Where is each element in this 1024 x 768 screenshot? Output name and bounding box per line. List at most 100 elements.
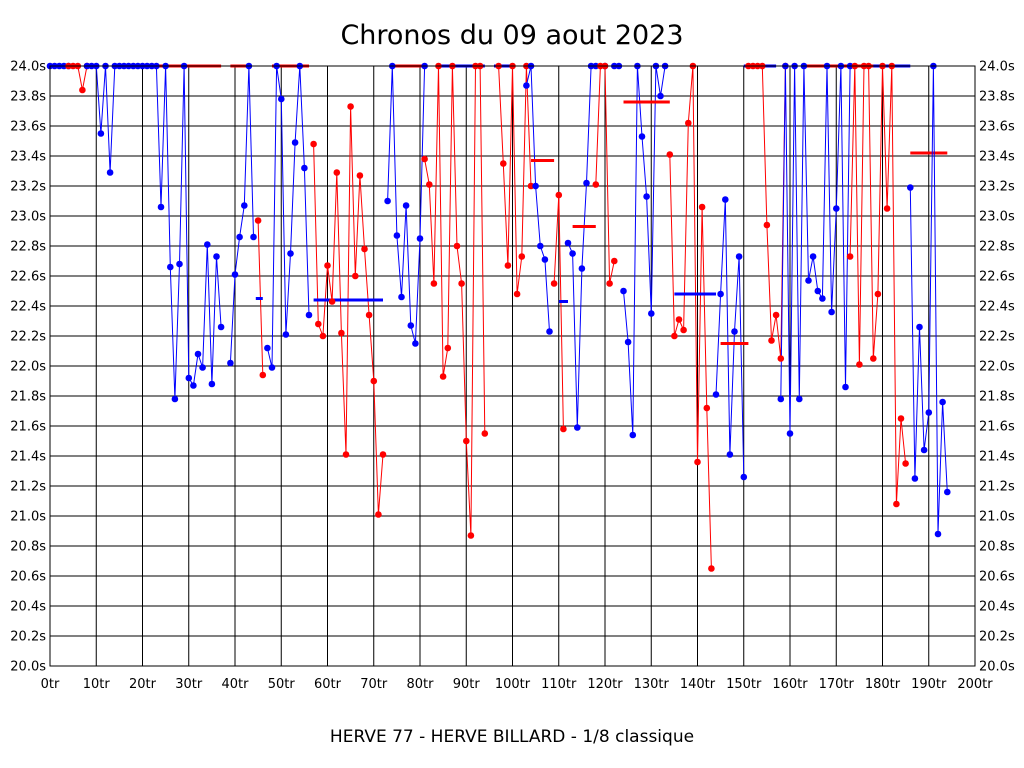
red-data-point: [897, 415, 905, 422]
x-tick-label: 130tr: [634, 677, 670, 692]
blue-data-point: [777, 395, 785, 403]
blue-data-point: [805, 277, 812, 284]
y-tick-label-left: 23.8s: [10, 90, 46, 105]
blue-data-point: [236, 233, 243, 241]
red-data-point: [671, 332, 678, 340]
red-data-point: [421, 155, 428, 163]
blue-data-point: [402, 202, 410, 209]
red-data-point: [458, 280, 465, 287]
y-tick-label-left: 20.2s: [10, 630, 46, 645]
y-tick-label-right: 20.2s: [979, 630, 1015, 645]
red-data-point: [763, 221, 771, 229]
y-tick-label-right: 23.6s: [979, 120, 1015, 135]
y-tick-label-right: 20.0s: [979, 660, 1015, 675]
red-data-point: [768, 337, 775, 344]
red-data-point: [698, 203, 706, 211]
y-tick-label-right: 23.4s: [979, 150, 1015, 165]
y-tick-label-right: 24.0s: [979, 60, 1015, 75]
x-tick-label: 180tr: [865, 677, 901, 692]
y-tick-label-left: 23.0s: [10, 210, 46, 225]
blue-series-line: [780, 65, 851, 434]
red-data-point: [680, 326, 687, 334]
red-data-point: [708, 565, 715, 572]
blue-data-point: [412, 340, 419, 347]
red-series-line: [669, 65, 712, 569]
red-data-point: [259, 371, 267, 379]
y-tick-label-right: 22.6s: [979, 270, 1015, 285]
red-data-point: [481, 430, 489, 437]
red-data-point: [902, 460, 909, 467]
blue-data-point: [944, 488, 951, 496]
y-tick-label-left: 22.4s: [10, 300, 46, 315]
y-tick-label-left: 21.0s: [10, 510, 46, 525]
red-data-point: [504, 262, 512, 269]
blue-data-point: [925, 409, 933, 416]
red-data-point: [611, 257, 618, 265]
y-tick-label-right: 21.2s: [979, 480, 1015, 495]
y-tick-label-left: 24.0s: [10, 60, 46, 75]
red-data-point: [338, 329, 345, 337]
blue-data-point: [398, 293, 405, 301]
red-data-point: [79, 86, 86, 94]
blue-data-point: [305, 311, 313, 319]
blue-data-point: [920, 446, 928, 454]
blue-data-point: [97, 130, 105, 137]
x-tick-label: 170tr: [819, 677, 855, 692]
blue-data-point: [268, 364, 276, 371]
blue-data-point: [907, 184, 914, 191]
x-tick-label: 10tr: [83, 677, 111, 692]
y-tick-label-left: 23.2s: [10, 180, 46, 195]
blue-data-point: [629, 431, 637, 439]
blue-data-point: [213, 253, 220, 260]
y-tick-label-left: 21.8s: [10, 390, 46, 405]
red-data-point: [685, 119, 692, 127]
blue-data-point: [564, 239, 572, 247]
x-tick-label: 20tr: [129, 677, 157, 692]
y-tick-label-right: 23.2s: [979, 180, 1015, 195]
x-tick-label: 90tr: [453, 677, 481, 692]
red-data-point: [426, 181, 433, 188]
blue-series-line: [623, 65, 666, 436]
blue-data-point: [657, 92, 664, 100]
y-tick-label-right: 20.8s: [979, 540, 1015, 555]
blue-data-point: [546, 328, 553, 335]
blue-data-point: [157, 203, 165, 211]
y-tick-label-right: 21.8s: [979, 390, 1015, 405]
blue-data-point: [740, 473, 748, 481]
blue-data-point: [231, 271, 239, 278]
blue-data-point: [227, 359, 234, 367]
red-data-point: [550, 280, 558, 287]
blue-series-line: [266, 65, 310, 368]
red-data-point: [592, 181, 600, 188]
blue-data-point: [638, 133, 646, 140]
plot-frame: [49, 65, 976, 667]
blue-data-point: [809, 253, 817, 260]
red-data-point: [500, 160, 507, 167]
red-data-point: [666, 151, 674, 158]
red-data-point: [527, 182, 535, 190]
blue-data-point: [301, 164, 308, 172]
red-data-point: [430, 280, 438, 287]
blue-data-point: [171, 395, 179, 403]
x-tick-label: 200tr: [957, 677, 993, 692]
x-tick-label: 120tr: [587, 677, 623, 692]
red-data-point: [846, 253, 854, 260]
red-data-point: [874, 290, 882, 298]
blue-data-point: [578, 265, 586, 272]
blue-data-point: [726, 451, 734, 458]
blue-data-point: [796, 395, 803, 403]
blue-data-point: [241, 202, 248, 209]
red-data-point: [883, 205, 891, 212]
y-tick-label-right: 21.0s: [979, 510, 1015, 525]
blue-data-point: [934, 530, 942, 538]
y-tick-label-right: 20.6s: [979, 570, 1015, 585]
blue-data-point: [217, 323, 225, 331]
blue-data-point: [204, 241, 211, 248]
y-tick-label-left: 22.2s: [10, 330, 46, 345]
blue-data-point: [199, 364, 206, 371]
y-tick-label-right: 22.2s: [979, 330, 1015, 345]
blue-data-point: [833, 205, 840, 212]
x-tick-label: 80tr: [407, 677, 435, 692]
blue-data-point: [287, 250, 294, 257]
